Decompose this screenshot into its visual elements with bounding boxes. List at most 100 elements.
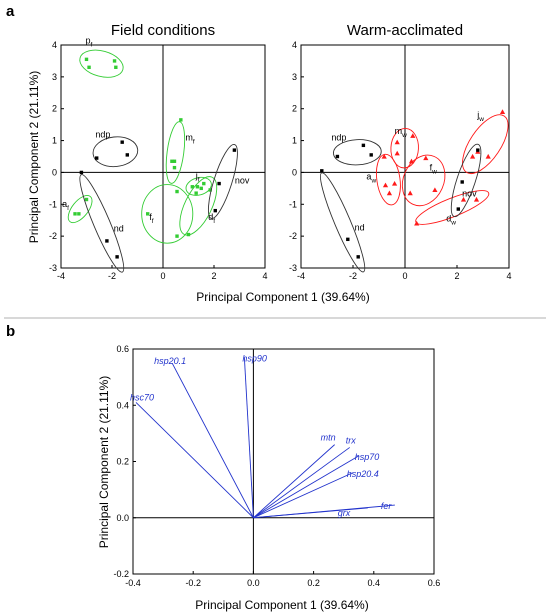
loading-label-mtn: mtn (321, 433, 336, 443)
warm-point-f (423, 155, 429, 161)
field-point-nd (79, 170, 84, 175)
field-ellipse-nov (207, 143, 238, 219)
field-x-tick-label: 0 (160, 271, 165, 281)
biplot-y-tick-label: 0.0 (116, 513, 129, 523)
group-label-subscript: w (370, 178, 376, 185)
group-label-subscript: w (431, 168, 437, 175)
field-y-tick-label: -2 (49, 231, 57, 241)
field-point-j (199, 186, 203, 191)
field-group-label-j: jf (195, 170, 200, 183)
biplot-y-tick-label: 0.2 (116, 457, 129, 467)
field-ellipse-ndp (92, 136, 139, 168)
warm-point-j (485, 153, 491, 159)
biplot-x-tick-label: 0.6 (428, 578, 441, 588)
field-y-tick-label: 4 (52, 40, 57, 50)
warm-point-ndp (335, 154, 340, 159)
warm-ellipse-m (390, 127, 419, 169)
warm-ellipse-ndp (332, 139, 382, 166)
warm-point-a (381, 153, 387, 159)
warm-point-nd (346, 237, 350, 242)
warm-point-nov (460, 180, 464, 184)
biplot-x-tick-label: 0.2 (307, 578, 320, 588)
warm-point-m (408, 158, 415, 164)
biplot-x-tick-label: -0.2 (185, 578, 201, 588)
field-point-f (175, 189, 179, 194)
loading-vector-fer (253, 504, 395, 519)
panel-a-letter: a (6, 3, 15, 20)
loadings-biplot: -0.4 -0.2 0.0 0.2 0.4 0.6-0.20.00.20.40.6hsp9… (113, 344, 440, 588)
field-group-label-ndp: ndp (95, 130, 110, 140)
warm-y-tick-label: -3 (289, 263, 297, 273)
field-point-d (186, 232, 191, 237)
field-point-ndp (120, 140, 124, 144)
warm-group-label-f: fw (430, 162, 438, 175)
group-label-subscript: f (193, 139, 195, 146)
field-group-label-p: pf (85, 36, 92, 49)
field-point-p (84, 57, 89, 62)
field-point-j (190, 185, 195, 189)
loading-label-hsp20.4: hsp20.4 (347, 469, 379, 479)
loading-label-fer: fer (381, 501, 393, 511)
biplot-frame (132, 348, 435, 575)
loading-label-trx: trx (346, 435, 356, 445)
field-point-f (146, 212, 150, 216)
loading-vector-hsc70 (135, 402, 254, 519)
field-conditions-title: Field conditions (111, 22, 215, 39)
warm-point-f (407, 190, 413, 196)
warm-group-label-nov: nov (462, 188, 477, 198)
warm-point-d (473, 196, 480, 202)
warm-point-m (394, 150, 400, 156)
warm-ellipse-nd (320, 172, 366, 273)
field-point-p (87, 65, 91, 69)
warm-group-label-a: aw (366, 172, 376, 185)
field-point-a (73, 212, 77, 216)
loading-vector-mtn (253, 444, 335, 519)
field-point-nd (105, 239, 109, 243)
warm-point-d (414, 220, 420, 226)
loading-vector-hsp90 (243, 357, 254, 518)
loading-vector-hsp20.4 (253, 472, 353, 519)
group-label-subscript: f (213, 218, 215, 225)
biplot-x-tick-label: 0.4 (368, 578, 381, 588)
field-y-tick-label: 3 (52, 72, 57, 82)
warm-group-label-ndp: ndp (331, 132, 346, 142)
field-point-ndp (95, 156, 99, 160)
biplot-x-tick-label: 0.0 (247, 578, 260, 588)
field-point-m (172, 159, 177, 163)
field-group-label-nov: nov (235, 175, 250, 185)
warm-x-tick-label: -2 (349, 271, 357, 281)
field-point-m (179, 118, 183, 122)
warm-ellipse-d (415, 190, 490, 225)
warm-point-nov (476, 148, 480, 152)
warm-x-tick-label: -4 (297, 271, 305, 281)
warm-point-m (394, 139, 400, 145)
field-point-f (175, 234, 179, 238)
warm-y-tick-label: 2 (292, 104, 297, 114)
warm-point-a (386, 190, 392, 196)
warm-y-tick-label: 4 (292, 40, 297, 50)
group-label-subscript: w (401, 132, 407, 139)
loading-label-hsc70: hsc70 (130, 392, 154, 402)
field-group-label-a: af (62, 199, 69, 212)
field-group-label-m: mf (185, 133, 195, 146)
warm-point-nd (356, 255, 360, 259)
field-point-p (114, 65, 118, 69)
field-y-tick-label: 1 (52, 136, 57, 146)
warm-point-j (499, 109, 506, 114)
warm-acclimated-title: Warm-acclimated (347, 22, 463, 39)
field-point-m (170, 159, 174, 163)
field-ellipse-f (141, 184, 194, 244)
warm-point-m (410, 133, 416, 138)
loading-label-hsp90: hsp90 (242, 353, 267, 363)
panel-b-letter: b (6, 323, 15, 340)
field-point-a (77, 212, 81, 216)
panel-b-x-axis-label: Principal Component 1 (39.64%) (195, 598, 368, 612)
warm-group-label-j: jw (476, 110, 484, 123)
loading-vector-hsp70 (253, 455, 359, 519)
warm-ellipse-f (401, 154, 446, 207)
group-label-subscript: f (67, 205, 69, 212)
warm-point-f (432, 187, 438, 193)
warm-x-tick-label: 0 (402, 271, 407, 281)
loading-vector-hsp20.1 (171, 362, 254, 518)
